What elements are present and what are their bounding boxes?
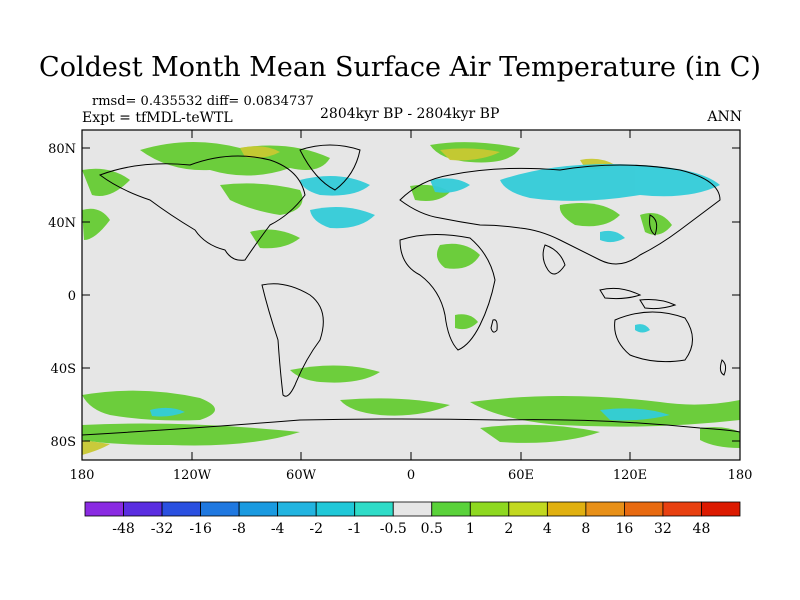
latitude-labels: 80N 40N 0 40S 80S <box>48 142 76 450</box>
anomaly-green-patches <box>82 141 740 448</box>
colorbar-labels: -48 -32 -16 -8 -4 -2 -1 -0.5 0.5 1 2 4 8 16 32 48 <box>112 521 710 537</box>
colorbar-label: -1 <box>348 521 362 537</box>
colorbar-box <box>392 501 433 517</box>
lat-label-0: 0 <box>68 289 76 304</box>
colorbar-box <box>624 501 664 517</box>
colorbar-label: 4 <box>543 521 552 537</box>
anomaly-yellow-patches <box>82 146 615 455</box>
anomaly-cyan-patches <box>150 164 720 421</box>
lon-label-180e: 180 <box>728 468 753 483</box>
colorbar-box <box>701 501 741 517</box>
lon-label-0: 0 <box>407 468 415 483</box>
lon-label-120w: 120W <box>173 468 212 483</box>
colorbar-label: 32 <box>654 521 672 537</box>
season-label: ANN <box>707 109 742 125</box>
colorbar-label: -4 <box>271 521 285 537</box>
colorbar-label: -32 <box>151 521 174 537</box>
colorbar-box <box>84 501 124 517</box>
colorbar-box <box>431 501 471 517</box>
colorbar-box <box>277 501 317 517</box>
plot-title: Coldest Month Mean Surface Air Temperatu… <box>39 52 761 83</box>
experiment-label: Expt = tfMDL-teWTL <box>82 110 233 126</box>
stats-text: rmsd= 0.435532 diff= 0.0834737 <box>92 94 314 109</box>
colorbar-box <box>354 501 394 517</box>
longitude-labels: 180 120W 60W 0 60E 120E 180 <box>70 468 753 483</box>
lat-label-80s: 80S <box>51 435 76 450</box>
lat-label-80n: 80N <box>48 142 76 157</box>
lon-label-120e: 120E <box>613 468 647 483</box>
colorbar-label: 0.5 <box>421 521 443 537</box>
colorbar-box <box>161 501 201 517</box>
colorbar-box <box>546 501 587 517</box>
colorbar-label: -8 <box>232 521 246 537</box>
lon-label-60e: 60E <box>508 468 534 483</box>
colorbar-label: 16 <box>615 521 633 537</box>
colorbar-label: 48 <box>693 521 711 537</box>
colorbar-box <box>200 501 240 517</box>
colorbar-box <box>469 501 510 517</box>
colorbar-label: -2 <box>309 521 323 537</box>
lon-label-60w: 60W <box>286 468 317 483</box>
colorbar-box <box>585 501 625 517</box>
colorbar-label: -0.5 <box>380 521 407 537</box>
lon-label-180w: 180 <box>70 468 95 483</box>
colorbar-box <box>662 501 702 517</box>
lat-label-40n: 40N <box>48 216 76 231</box>
colorbar-box <box>123 501 163 517</box>
coastlines <box>81 144 741 436</box>
colorbar-box <box>508 501 548 517</box>
tick-marks <box>81 130 741 460</box>
colorbar-box <box>315 501 356 517</box>
colorbar-label: 1 <box>466 521 475 537</box>
colorbar-label: -48 <box>112 521 135 537</box>
colorbar-label: -16 <box>189 521 212 537</box>
lat-label-40s: 40S <box>51 362 76 377</box>
colorbar-label: 8 <box>581 521 590 537</box>
colorbar <box>84 501 741 517</box>
colorbar-label: 2 <box>504 521 513 537</box>
period-label: 2804kyr BP - 2804kyr BP <box>320 106 500 122</box>
colorbar-box <box>238 501 279 517</box>
